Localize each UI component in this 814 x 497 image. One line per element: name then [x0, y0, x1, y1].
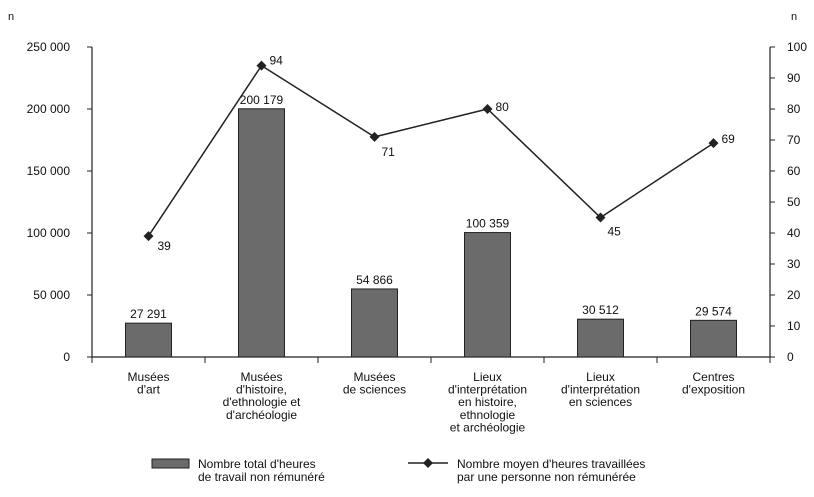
- x-tick-label: d'exposition: [682, 383, 745, 397]
- line-value-label: 94: [270, 54, 284, 68]
- y-right-tick-label: 70: [787, 133, 801, 147]
- line-point: [482, 104, 493, 114]
- y-right-tick-label: 90: [787, 71, 801, 85]
- x-tick-label: Lieux: [473, 370, 502, 384]
- y-right-tick-label: 100: [787, 40, 807, 54]
- y-right-tick-label: 0: [787, 350, 794, 364]
- x-tick-label: Musées: [127, 370, 169, 384]
- bar-value-label: 100 359: [466, 217, 510, 231]
- line-point: [595, 212, 606, 223]
- y-right-tick-label: 50: [787, 195, 801, 209]
- y-left-tick-label: 200 000: [27, 102, 71, 116]
- bar-value-label: 200 179: [240, 93, 284, 107]
- line-series: [147, 64, 714, 237]
- bar: [351, 288, 398, 358]
- legend-bar-label: Nombre total d'heures: [198, 457, 316, 471]
- y-right-axis-label: n: [791, 11, 797, 23]
- bar: [577, 318, 624, 358]
- y-right-tick-label: 10: [787, 319, 801, 333]
- bar: [690, 319, 737, 358]
- x-tick-label: en histoire,: [458, 395, 517, 409]
- x-tick-label: d'interprétation: [561, 383, 640, 397]
- x-tick-label: en sciences: [569, 395, 632, 409]
- line-point: [143, 231, 154, 242]
- x-tick-label: ethnologie: [460, 408, 516, 422]
- bar-value-label: 29 574: [695, 304, 732, 318]
- y-left-tick-label: 150 000: [27, 164, 71, 178]
- y-right-tick-label: 30: [787, 257, 801, 271]
- bar-value-label: 27 291: [130, 307, 167, 321]
- y-left-tick-label: 0: [63, 350, 70, 364]
- bar-value-label: 54 866: [356, 273, 393, 287]
- line-value-label: 45: [608, 225, 622, 239]
- line-point: [256, 60, 267, 71]
- x-tick-label: Musées: [353, 370, 395, 384]
- legend-bar-swatch: [151, 458, 190, 469]
- x-tick-label: d'histoire,: [236, 383, 287, 397]
- y-left-axis-label: n: [8, 11, 14, 23]
- line-value-label: 69: [722, 132, 736, 146]
- y-right-tick-label: 20: [787, 288, 801, 302]
- y-left-tick-label: 50 000: [33, 288, 70, 302]
- x-tick-label: d'art: [137, 383, 161, 397]
- legend-line-label: par une personne non rémunérée: [457, 470, 636, 484]
- bar: [464, 232, 511, 358]
- x-tick-label: de sciences: [343, 383, 406, 397]
- y-left-tick-label: 250 000: [27, 40, 71, 54]
- line-value-label: 71: [382, 145, 396, 159]
- y-left-tick-label: 100 000: [27, 226, 71, 240]
- line-point: [708, 138, 719, 149]
- y-right-tick-label: 40: [787, 226, 801, 240]
- x-tick-label: Lieux: [586, 370, 615, 384]
- bar: [125, 322, 172, 358]
- x-tick-label: d'archéologie: [226, 408, 297, 422]
- bar: [238, 108, 285, 358]
- line-value-label: 80: [496, 100, 510, 114]
- x-tick-label: et archéologie: [450, 420, 526, 434]
- y-right-tick-label: 80: [787, 102, 801, 116]
- legend-line-marker: [423, 458, 433, 468]
- legend-bar-label: de travail non rémunéré: [198, 470, 325, 484]
- bar-value-label: 30 512: [582, 303, 619, 317]
- x-tick-label: Centres: [692, 370, 734, 384]
- legend-line-label: Nombre moyen d'heures travaillées: [457, 457, 645, 471]
- line-value-label: 39: [158, 239, 172, 253]
- x-tick-label: Musées: [240, 370, 282, 384]
- line-point: [369, 131, 380, 142]
- y-right-tick-label: 60: [787, 164, 801, 178]
- x-tick-label: d'interprétation: [448, 383, 527, 397]
- x-tick-label: d'ethnologie et: [223, 395, 301, 409]
